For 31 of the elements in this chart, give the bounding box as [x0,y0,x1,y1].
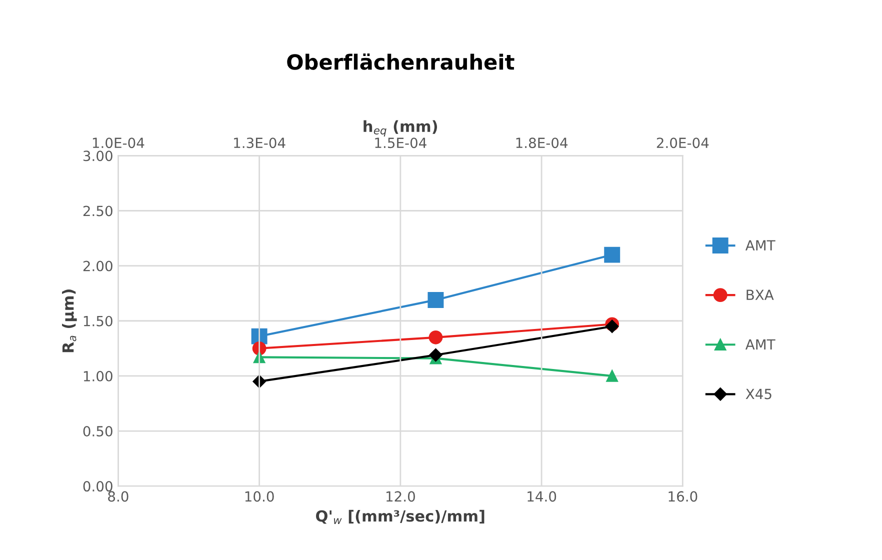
legend-label: AMT [745,240,776,250]
point [429,348,442,362]
x-tick-label: 12.0 [386,491,415,502]
y-tick-label: 0.00 [83,481,112,492]
x2-tick-label: 1.0E-04 [92,138,144,148]
y-tick-label: 0.50 [83,426,112,436]
x2-tick-label: 1.3E-04 [234,138,286,148]
y-tick-label: 3.00 [83,150,112,162]
x2-tick-label: 2.0E-04 [656,138,709,148]
point [428,330,443,344]
point [604,246,620,263]
legend-label: BXA [746,290,774,300]
x-tick-label: 10.0 [245,491,274,502]
x-axis-title: Q'$_{w}$ [(mm³/sec)/mm] [316,510,484,524]
point [606,320,619,333]
legend-label: AMT [745,339,776,350]
x-tick-label: 14.0 [528,491,556,502]
x-tick-label: 8.0 [108,491,128,502]
x2-tick-label: 1.5E-04 [375,138,426,148]
chart-title: Oberflächenrauheit [287,53,514,70]
y-tick-label: 1.50 [84,316,112,326]
y-tick-label: 1.00 [84,370,112,382]
y-axis-title: R$_{a}$ (µm) [62,290,77,352]
point [606,370,618,382]
x-tick-label: 16.0 [668,491,698,502]
legend-label: X45 [746,388,772,400]
point [428,292,444,308]
x2-axis-title: h$_{eq}$ (mm) [364,120,438,137]
x2-tick-label: 1.8E-04 [516,138,568,148]
y-tick-label: 2.50 [83,206,112,216]
y-tick-label: 2.00 [83,260,112,272]
